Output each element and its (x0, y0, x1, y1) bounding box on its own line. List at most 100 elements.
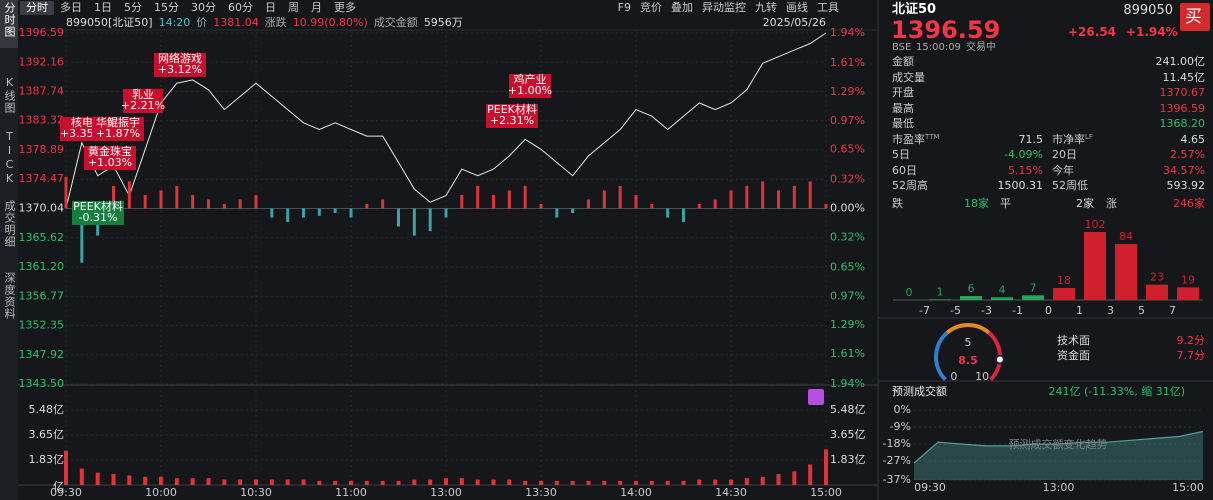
breadth-bar (476, 185, 480, 209)
volume-bar (539, 480, 543, 485)
score-label: 技术面 (1057, 334, 1090, 347)
buy-button-bg[interactable] (1180, 3, 1210, 31)
gauge-needle (994, 354, 1005, 365)
period-tab[interactable]: 周 (288, 1, 299, 14)
annotation-change: +3.12% (158, 63, 202, 76)
volume-bar (729, 479, 733, 485)
price-line (65, 32, 827, 209)
distribution-bar (929, 299, 951, 300)
stat-label: 市盈率TTM (892, 132, 940, 146)
breadth-bar (207, 199, 210, 209)
y-tick-label: 5.48亿 (29, 403, 65, 416)
y2-tick-label: 0.00% (830, 202, 865, 215)
breadth-bar (191, 194, 195, 209)
annotation-change: +1.00% (508, 84, 552, 97)
stat-value: 241.00亿 (1155, 55, 1206, 68)
annotation-box (154, 53, 206, 77)
period-tab[interactable]: 30分 (191, 1, 216, 14)
annotation-name: PEEK材料 (487, 102, 537, 116)
info-code: 899050[北证50] (66, 16, 153, 29)
volume-bar (602, 480, 607, 485)
stat-value: 11.45亿 (1162, 70, 1206, 84)
volume-bar (349, 480, 353, 485)
period-tab[interactable]: 60分 (228, 1, 253, 14)
breadth-bar (523, 185, 527, 209)
gauge-tick: 0 (950, 370, 957, 383)
x-tick-label: 7 (1169, 304, 1176, 317)
breadth-bar (713, 199, 717, 209)
period-tab[interactable]: 更多 (334, 1, 356, 14)
volume-bar (808, 464, 813, 485)
stat-value: 4.65 (1180, 132, 1206, 146)
info-price_label: 价 (196, 16, 208, 29)
tools: F9 竞价 叠加 异动监控 九转 画线 工具 (618, 1, 839, 15)
period-tab[interactable]: 多日 (60, 1, 82, 14)
y-tick-label: 1347.92 (19, 348, 65, 361)
active-tab-bg (0, 0, 18, 48)
buy-button[interactable]: 买 (1185, 7, 1202, 27)
breadth-bar (127, 181, 131, 209)
stat-value: 1396.59 (1159, 101, 1206, 115)
sidebar-tab[interactable]: TICK (3, 130, 16, 186)
breadth-bar (697, 203, 701, 209)
toolbar: 分时 多日 1日 5分 15分 30分 60分日周月更多 (20, 1, 362, 15)
quote-exchange: BSE (892, 42, 912, 53)
quote-status: 交易中 (966, 42, 996, 53)
breadth-bar (302, 208, 305, 218)
annotation-box (72, 201, 124, 225)
breadth-label: 平 (1000, 196, 1011, 210)
breadth-bar (729, 190, 733, 209)
y-tick-label: 1343.50 (19, 377, 65, 390)
sidebar-tab[interactable]: K线图 (3, 76, 16, 114)
stat-label: 52周低 (1052, 179, 1088, 192)
tool[interactable]: 竞价 (640, 1, 662, 14)
volume-bar (254, 479, 258, 485)
forecast-title: 预测成交额 (892, 384, 947, 398)
y-tick-label: 1383.32 (19, 114, 65, 127)
period-tab[interactable]: 月 (311, 1, 322, 14)
y-tick-label: 5.48亿 (830, 403, 866, 416)
annotation-name: 乳业 (132, 88, 154, 101)
breadth-bar (333, 208, 337, 214)
tool[interactable]: 异动监控 (702, 1, 746, 14)
annotation-change: +2.31% (490, 114, 534, 127)
sidebar-tab[interactable]: 分时图 (3, 2, 16, 38)
period-tab[interactable]: 分时 (20, 1, 54, 15)
gauge-arc (945, 323, 991, 335)
tool[interactable]: 九转 (755, 1, 777, 14)
y-tick-label: 1387.74 (19, 85, 65, 98)
tool[interactable]: 叠加 (671, 1, 693, 14)
period-tab[interactable]: 1日 (94, 1, 112, 14)
distribution-bar (1022, 295, 1044, 300)
bar-value-label: 23 (1150, 271, 1164, 284)
sidebar-tab[interactable]: 深度资料 (3, 272, 16, 320)
tool[interactable]: 画线 (786, 1, 808, 14)
breadth-bar (238, 199, 242, 209)
annotation-name: 鸡产业 (514, 72, 547, 86)
period-tab[interactable]: 日 (265, 1, 276, 14)
y2-tick-label: 1.94% (830, 377, 865, 390)
distribution-bar (991, 297, 1013, 300)
tool[interactable]: F9 (617, 1, 631, 14)
x-tick-label: 13:00 (430, 486, 462, 499)
sidebar-tab[interactable]: 成交明细 (3, 200, 16, 248)
bar-value-label: 0 (906, 286, 913, 299)
gauge-arc (934, 331, 949, 382)
unit-label: 亿 (53, 480, 64, 493)
period-tab[interactable]: 15分 (154, 1, 179, 14)
breadth-label: 涨 (1106, 196, 1117, 210)
volume-bar (95, 472, 100, 485)
period-tab[interactable]: 5分 (124, 1, 142, 14)
tool[interactable]: 工具 (817, 1, 839, 14)
forecast-subtitle: 241亿 (-11.33%, 缩 31亿) (1049, 385, 1185, 398)
x-tick-label: 0 (1045, 304, 1052, 317)
volume-bar (570, 480, 575, 485)
annotation-box (123, 89, 163, 113)
annotation-change: +1.87% (96, 127, 140, 140)
y-tick-label: 1396.59 (19, 26, 65, 39)
volume-bar (396, 480, 401, 485)
distribution-bar (1177, 287, 1199, 300)
volume-bar (649, 480, 654, 485)
volume-bar (333, 480, 338, 485)
